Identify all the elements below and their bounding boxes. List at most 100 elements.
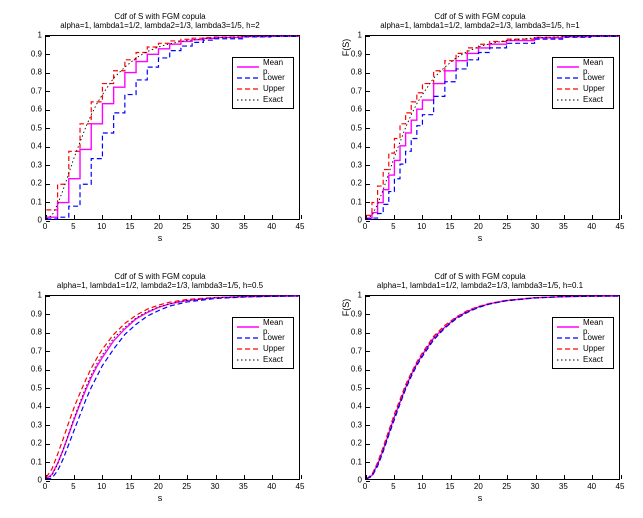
ytick-label: 0.1: [31, 197, 45, 206]
legend-swatch-lower: [237, 333, 259, 343]
legend: Mean p.Lower Upper Exact: [552, 317, 614, 369]
xtick-label: 10: [97, 222, 106, 231]
legend-swatch-mean: [237, 62, 259, 72]
x-axis-label: s: [10, 493, 310, 503]
xtick-label: 45: [616, 482, 625, 491]
legend-swatch-exact: [557, 95, 579, 105]
xtick-label: 25: [182, 222, 191, 231]
legend-label: Exact: [263, 95, 283, 104]
ytick-label: 0.1: [351, 457, 365, 466]
ytick-label: 0.1: [351, 197, 365, 206]
legend-item-mean: Mean p.: [557, 61, 609, 72]
ytick-label: 0: [358, 216, 365, 225]
legend-item-lower: Lower: [237, 72, 289, 83]
ytick-label: 0.9: [31, 49, 45, 58]
ytick-label: 0.6: [31, 365, 45, 374]
xtick-label: 35: [239, 222, 248, 231]
ytick-label: 0.9: [31, 309, 45, 318]
xtick-label: 35: [559, 222, 568, 231]
x-axis-label: s: [330, 493, 630, 503]
ytick-label: 0.9: [351, 49, 365, 58]
xtick-label: 40: [587, 222, 596, 231]
legend-label: Upper: [583, 84, 605, 93]
ytick-label: 0.5: [351, 123, 365, 132]
xtick: [301, 475, 302, 479]
legend-swatch-upper: [237, 84, 259, 94]
xtick-label: 25: [182, 482, 191, 491]
legend-item-lower: Lower: [557, 72, 609, 83]
ytick-label: 0.3: [31, 420, 45, 429]
ytick-label: 0.2: [31, 179, 45, 188]
ytick-label: 0: [358, 476, 365, 485]
ytick-label: 0.9: [351, 309, 365, 318]
legend-swatch-mean: [557, 322, 579, 332]
xtick-label: 45: [296, 482, 305, 491]
xtick-label: 5: [71, 482, 75, 491]
ytick-label: 0.8: [351, 68, 365, 77]
legend: Mean p.LowerUpperExact: [232, 317, 294, 369]
xtick-label: 20: [154, 222, 163, 231]
legend-swatch-exact: [237, 95, 259, 105]
ytick-label: 0.2: [351, 179, 365, 188]
ytick-label: 0.6: [351, 105, 365, 114]
subplot-3: Cdf of S with FGM copula alpha=1, lambda…: [10, 265, 310, 510]
xtick-label: 20: [154, 482, 163, 491]
legend-swatch-lower: [557, 333, 579, 343]
legend-label: Upper: [263, 344, 285, 353]
xtick-label: 15: [446, 482, 455, 491]
legend-label: Exact: [583, 95, 603, 104]
ytick-label: 0: [38, 476, 45, 485]
xtick-label: 30: [531, 482, 540, 491]
legend-label: Lower: [583, 333, 605, 342]
legend-item-exact: Exact: [557, 354, 609, 365]
legend-swatch-exact: [557, 355, 579, 365]
x-axis-label: s: [330, 233, 630, 243]
legend-label: Exact: [263, 355, 283, 364]
legend-item-mean: Mean p.: [237, 61, 289, 72]
ytick-label: 0.3: [351, 160, 365, 169]
ytick-label: 1: [358, 291, 365, 300]
ytick-label: 0.1: [31, 457, 45, 466]
xtick-label: 40: [587, 482, 596, 491]
xtick-label: 20: [474, 482, 483, 491]
legend-item-mean: Mean p.: [237, 321, 289, 332]
legend-swatch-lower: [237, 73, 259, 83]
chart-title: Cdf of S with FGM copula alpha=1, lambda…: [10, 13, 310, 31]
ytick-label: 0.6: [351, 365, 365, 374]
ytick-label: 0.7: [31, 346, 45, 355]
ytick-label: 1: [38, 31, 45, 40]
ytick-label: 0.4: [31, 142, 45, 151]
legend-swatch-upper: [557, 84, 579, 94]
legend-swatch-upper: [237, 344, 259, 354]
ytick-label: 0.3: [31, 160, 45, 169]
legend-swatch-exact: [237, 355, 259, 365]
ytick-label: 0.3: [351, 420, 365, 429]
legend-swatch-lower: [557, 73, 579, 83]
xtick-label: 30: [211, 482, 220, 491]
xtick-label: 35: [559, 482, 568, 491]
xtick: [621, 215, 622, 219]
legend-label: Upper: [583, 344, 605, 353]
ytick-label: 0.4: [351, 142, 365, 151]
legend-item-exact: Exact: [237, 354, 289, 365]
xtick-label: 25: [502, 482, 511, 491]
legend-item-upper: Upper: [557, 343, 609, 354]
y-axis-label: F(S): [341, 0, 351, 140]
xtick-label: 10: [97, 482, 106, 491]
legend-item-mean: Mean p.: [557, 321, 609, 332]
ytick-label: 0.2: [31, 439, 45, 448]
xtick-label: 45: [296, 222, 305, 231]
legend-label: Lower: [263, 73, 285, 82]
xtick-label: 15: [126, 482, 135, 491]
legend-item-upper: Upper: [237, 83, 289, 94]
ytick-label: 0.4: [351, 402, 365, 411]
xtick: [621, 475, 622, 479]
xtick-label: 30: [531, 222, 540, 231]
legend-label: Exact: [583, 355, 603, 364]
x-axis-label: s: [10, 233, 310, 243]
legend-item-exact: Exact: [557, 94, 609, 105]
xtick-label: 40: [267, 222, 276, 231]
xtick-label: 15: [126, 222, 135, 231]
ytick-label: 0.5: [31, 123, 45, 132]
xtick: [301, 215, 302, 219]
